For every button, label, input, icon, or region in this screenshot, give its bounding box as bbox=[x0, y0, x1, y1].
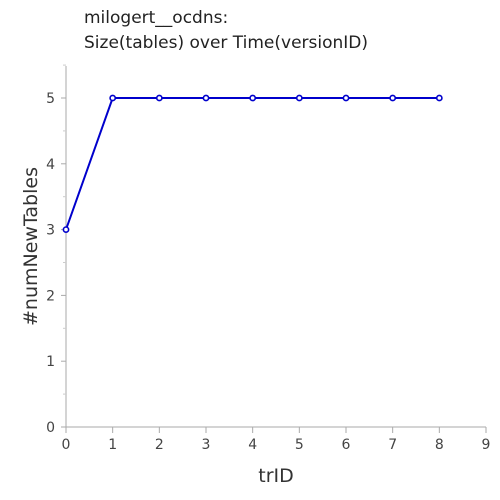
x-tick-label: 2 bbox=[155, 437, 164, 453]
y-tick-label: 5 bbox=[46, 91, 55, 107]
x-axis-label: trID bbox=[258, 465, 294, 487]
x-tick-label: 7 bbox=[388, 437, 397, 453]
data-point bbox=[109, 94, 117, 102]
y-tick-label: 1 bbox=[46, 354, 55, 370]
x-tick-label: 9 bbox=[482, 437, 491, 453]
y-tick-label: 2 bbox=[46, 288, 55, 304]
y-tick-label: 0 bbox=[46, 420, 55, 436]
x-tick-label: 6 bbox=[342, 437, 351, 453]
x-tick-label: 8 bbox=[435, 437, 444, 453]
series-line bbox=[65, 97, 440, 230]
y-axis-label: #numNewTables bbox=[20, 167, 42, 326]
y-tick-label: 3 bbox=[46, 223, 55, 239]
data-point bbox=[435, 94, 443, 102]
chart-subtitle: Size(tables) over Time(versionID) bbox=[84, 33, 369, 53]
x-tick-label: 5 bbox=[295, 437, 304, 453]
data-point bbox=[62, 226, 70, 233]
x-tick-label: 4 bbox=[248, 437, 257, 453]
data-point bbox=[295, 94, 303, 102]
data-point bbox=[249, 94, 257, 102]
data-point bbox=[202, 94, 210, 102]
data-point bbox=[342, 94, 350, 102]
x-tick-label: 0 bbox=[62, 437, 71, 453]
x-tick-label: 3 bbox=[202, 437, 211, 453]
y-tick-label: 4 bbox=[46, 157, 55, 173]
chart-title: milogert__ocdns: bbox=[84, 8, 229, 28]
data-point bbox=[389, 94, 397, 102]
data-point bbox=[155, 94, 163, 102]
x-tick-label: 1 bbox=[108, 437, 117, 453]
